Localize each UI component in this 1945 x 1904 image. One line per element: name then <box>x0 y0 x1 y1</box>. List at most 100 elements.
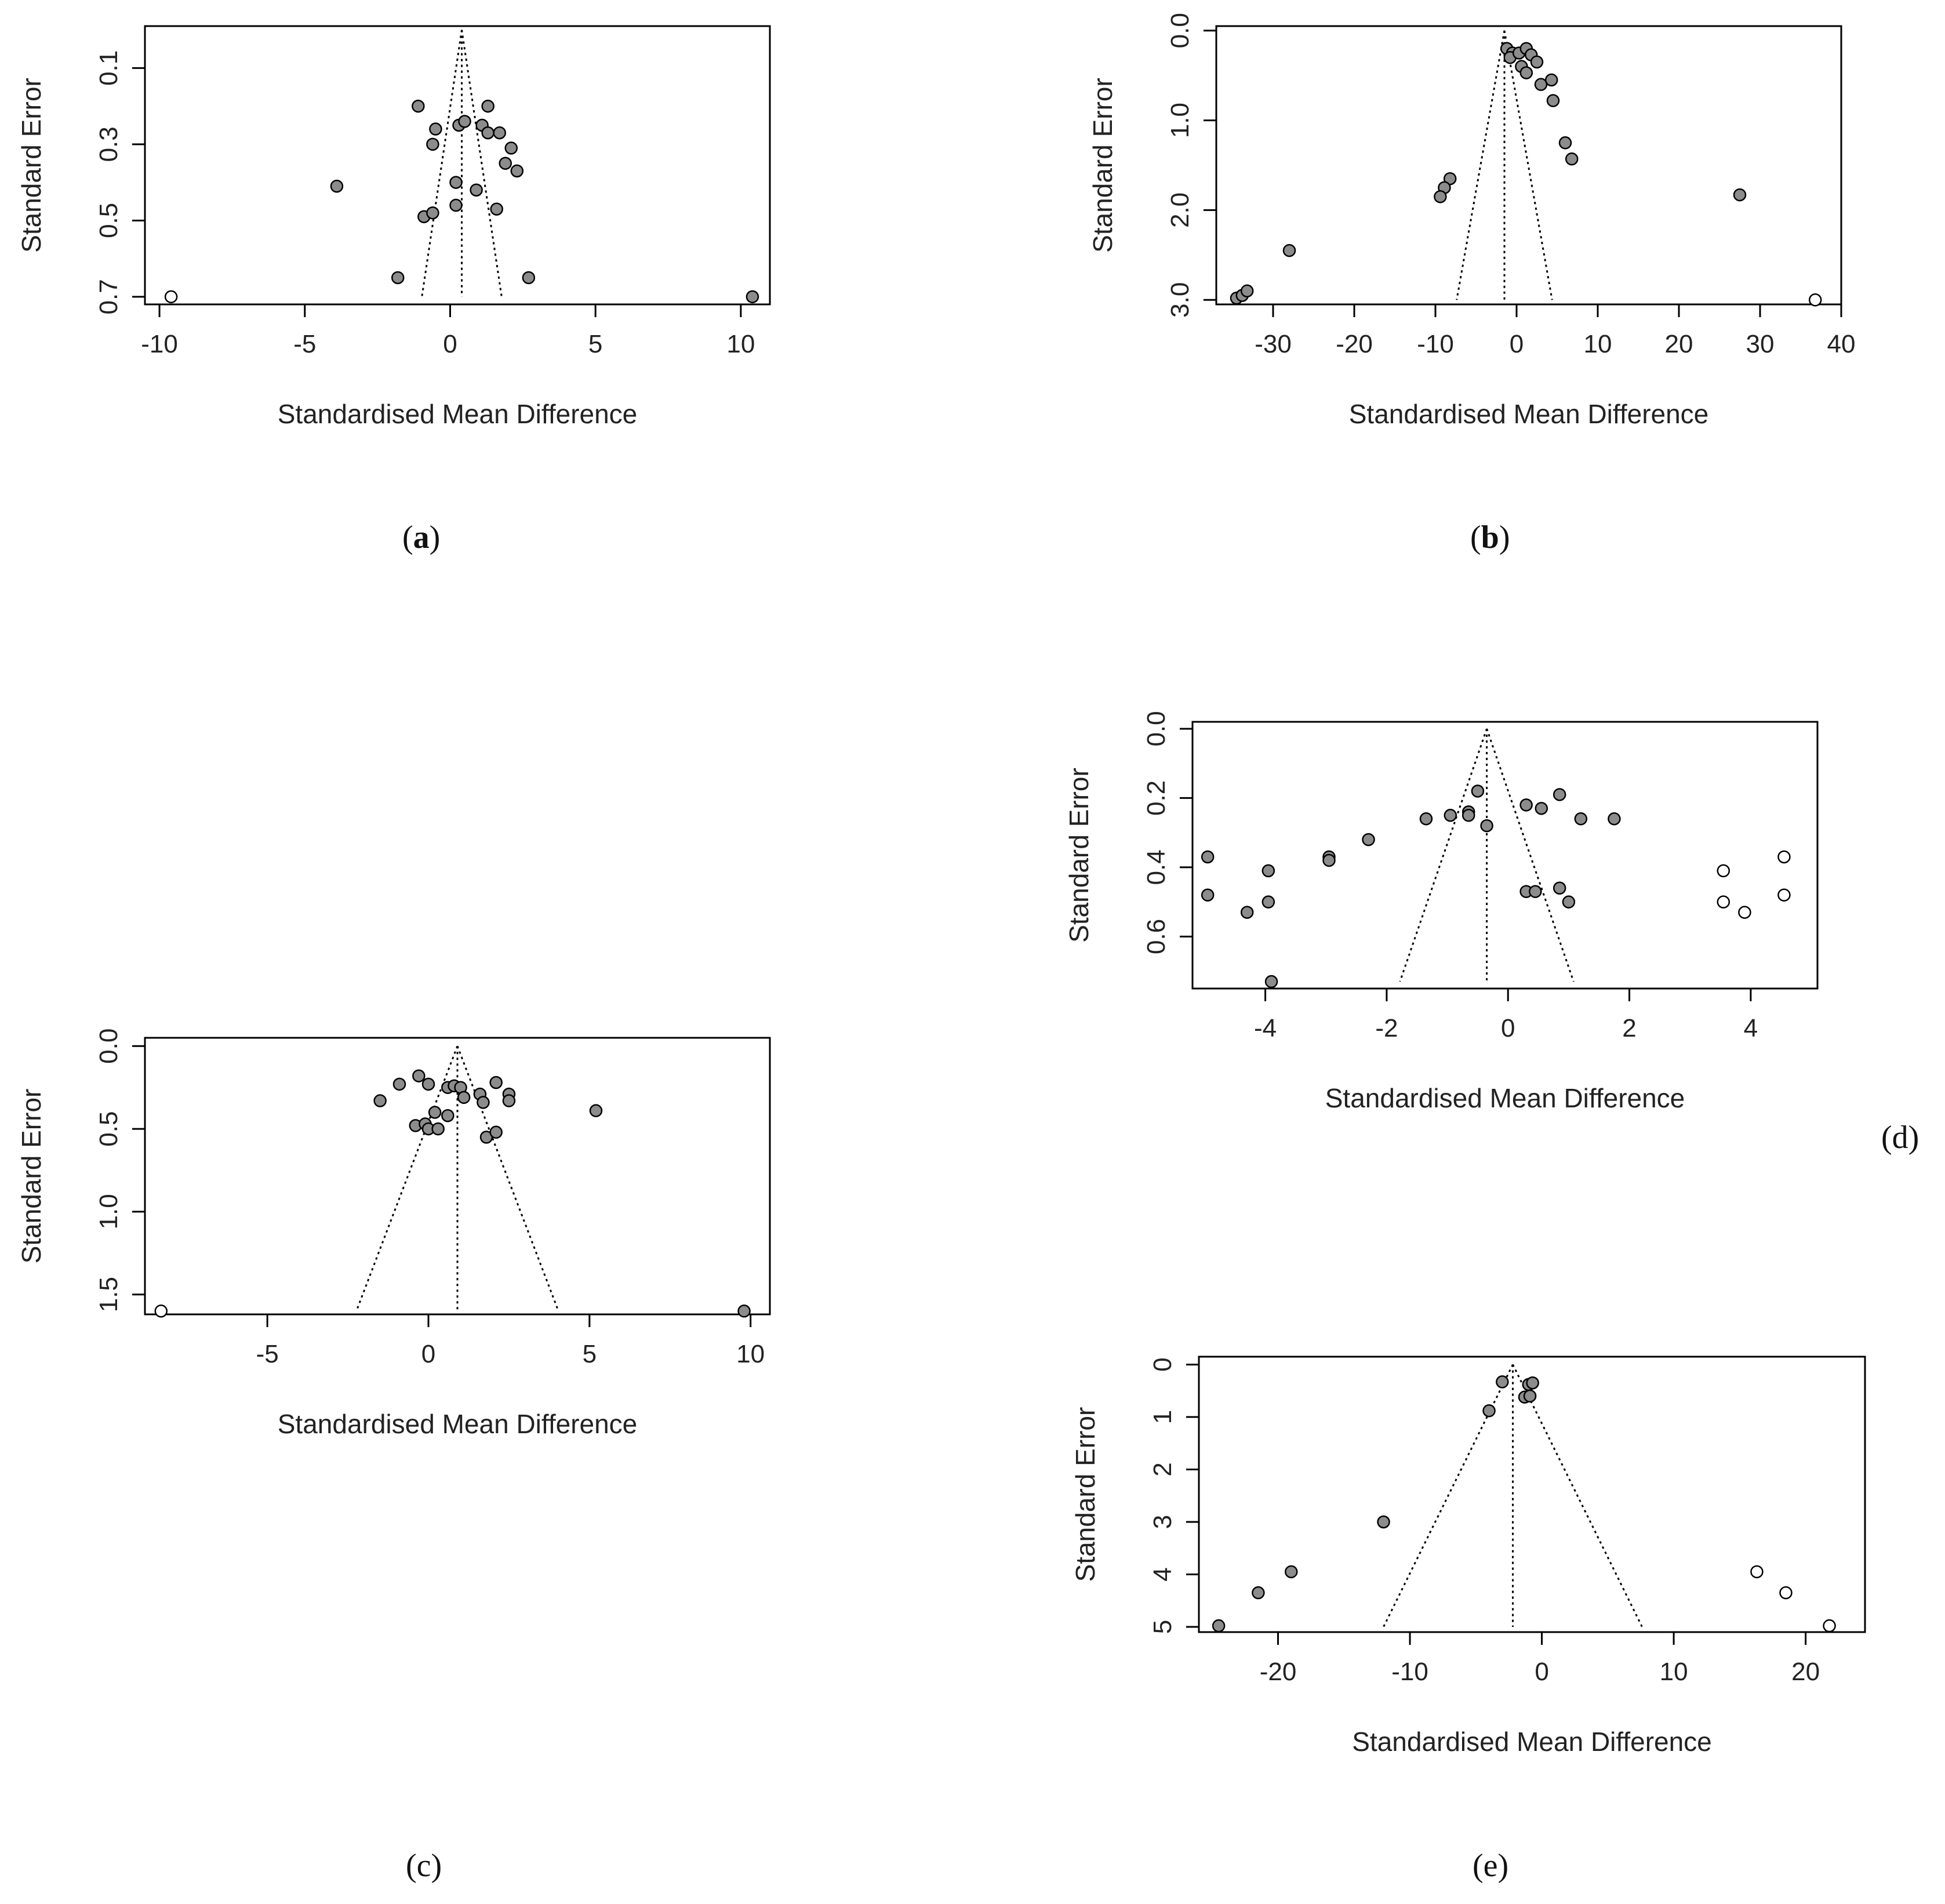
plot-frame <box>144 25 771 306</box>
x-tick-label: 30 <box>1746 330 1775 358</box>
study-point <box>1261 895 1275 909</box>
y-tick-label: 0.3 <box>94 126 123 162</box>
caption-b: (b) <box>1470 519 1510 555</box>
x-tick-label: -5 <box>256 1340 279 1368</box>
study-point <box>392 1077 406 1091</box>
study-point <box>1553 881 1566 895</box>
x-tick-label: 20 <box>1665 330 1693 358</box>
y-axis-title: Standard Error <box>16 78 46 253</box>
imputed-study-point <box>1738 906 1751 919</box>
x-tick-label: 5 <box>583 1340 597 1368</box>
study-point <box>457 1091 471 1104</box>
study-point <box>391 271 405 285</box>
imputed-study-point <box>1717 895 1730 909</box>
y-axis-title: Standard Error <box>1070 1407 1100 1582</box>
imputed-study-point <box>1823 1619 1836 1633</box>
funnel-plot-b: -30 -20 -10 0 10 20 30 40 0.0 1.0 2.0 3.0 Standardis… <box>1088 13 1855 429</box>
x-tick-label: -5 <box>293 330 316 358</box>
x-tick-label: 20 <box>1791 1658 1820 1686</box>
study-point <box>426 206 439 220</box>
study-point <box>1519 66 1533 79</box>
x-tick-label: 0 <box>421 1340 435 1368</box>
study-point <box>1535 802 1548 815</box>
study-point <box>1444 809 1457 822</box>
study-point <box>481 126 495 140</box>
x-tick-label: 10 <box>1660 1658 1688 1686</box>
x-tick-label: 5 <box>588 330 602 358</box>
study-point <box>1530 55 1544 69</box>
funnel-left-line <box>421 30 463 297</box>
study-point <box>458 115 471 128</box>
study-point <box>499 157 512 170</box>
x-tick-label: -20 <box>1260 1658 1297 1686</box>
funnel-right-line <box>1486 728 1575 982</box>
y-tick-label: 1 <box>1148 1410 1177 1424</box>
study-point <box>1574 812 1588 826</box>
study-point <box>1201 888 1215 902</box>
imputed-study-point <box>1777 888 1791 902</box>
study-point <box>1240 906 1254 919</box>
study-point <box>1264 975 1278 989</box>
study-point <box>1608 812 1621 826</box>
study-point <box>493 126 506 140</box>
study-point <box>1252 1586 1265 1600</box>
study-point <box>1519 798 1533 812</box>
study-point <box>746 290 759 304</box>
x-tick-label: 40 <box>1827 330 1856 358</box>
study-point <box>1529 885 1542 898</box>
study-point <box>1362 833 1375 846</box>
study-point <box>373 1094 387 1107</box>
study-point <box>1240 284 1254 298</box>
y-tick-label: 2.0 <box>1166 192 1194 228</box>
x-tick-label: -10 <box>1391 1658 1428 1686</box>
study-point <box>1471 784 1485 798</box>
x-tick-label: -10 <box>1417 330 1454 358</box>
study-point <box>1523 1389 1537 1403</box>
study-point <box>412 1069 426 1082</box>
study-point <box>330 179 344 193</box>
x-tick-label: -30 <box>1255 330 1292 358</box>
y-tick-label: 0.5 <box>94 1111 123 1147</box>
y-tick-label: 0.6 <box>1142 919 1170 954</box>
imputed-study-point <box>1808 293 1822 307</box>
y-tick-label: 0.7 <box>94 279 123 314</box>
study-point <box>1733 188 1747 202</box>
study-point <box>502 1094 516 1107</box>
study-point <box>421 1077 435 1091</box>
study-point <box>441 1109 455 1122</box>
study-point <box>477 1096 490 1109</box>
study-point <box>431 1122 445 1136</box>
x-axis-title: Standardised Mean Difference <box>1352 1727 1712 1757</box>
y-tick-label: 0.2 <box>1142 780 1170 816</box>
y-tick-label: 1.0 <box>94 1194 123 1229</box>
study-point <box>1482 1404 1496 1418</box>
y-tick-label: 1.5 <box>94 1277 123 1312</box>
study-point <box>449 198 463 212</box>
caption-a: (a) <box>402 519 441 555</box>
study-point <box>470 183 483 197</box>
x-axis-title: Standardised Mean Difference <box>1349 399 1709 429</box>
imputed-study-point <box>1717 864 1730 878</box>
imputed-study-point <box>1777 850 1791 864</box>
study-point <box>1322 853 1336 867</box>
y-tick-label: 2 <box>1148 1462 1177 1476</box>
study-point <box>1562 895 1576 909</box>
funnel-right-line <box>461 30 503 297</box>
study-point <box>1434 190 1447 204</box>
study-point <box>1282 244 1296 257</box>
study-point <box>428 1106 442 1119</box>
y-tick-label: 0.4 <box>1142 849 1170 885</box>
study-point <box>412 99 425 113</box>
study-point <box>1558 136 1572 150</box>
study-point <box>1201 850 1215 864</box>
y-tick-label: 0.0 <box>1166 13 1194 48</box>
x-tick-label: 0 <box>443 330 457 358</box>
caption-c: (c) <box>406 1848 442 1884</box>
y-tick-label: 4 <box>1148 1567 1177 1581</box>
study-point <box>429 122 442 136</box>
study-point <box>1496 1375 1509 1389</box>
funnel-left-line <box>1383 1364 1514 1627</box>
x-axis-title: Standardised Mean Difference <box>278 1409 638 1439</box>
plot-frame <box>1191 721 1819 990</box>
caption-e: (e) <box>1473 1848 1509 1884</box>
